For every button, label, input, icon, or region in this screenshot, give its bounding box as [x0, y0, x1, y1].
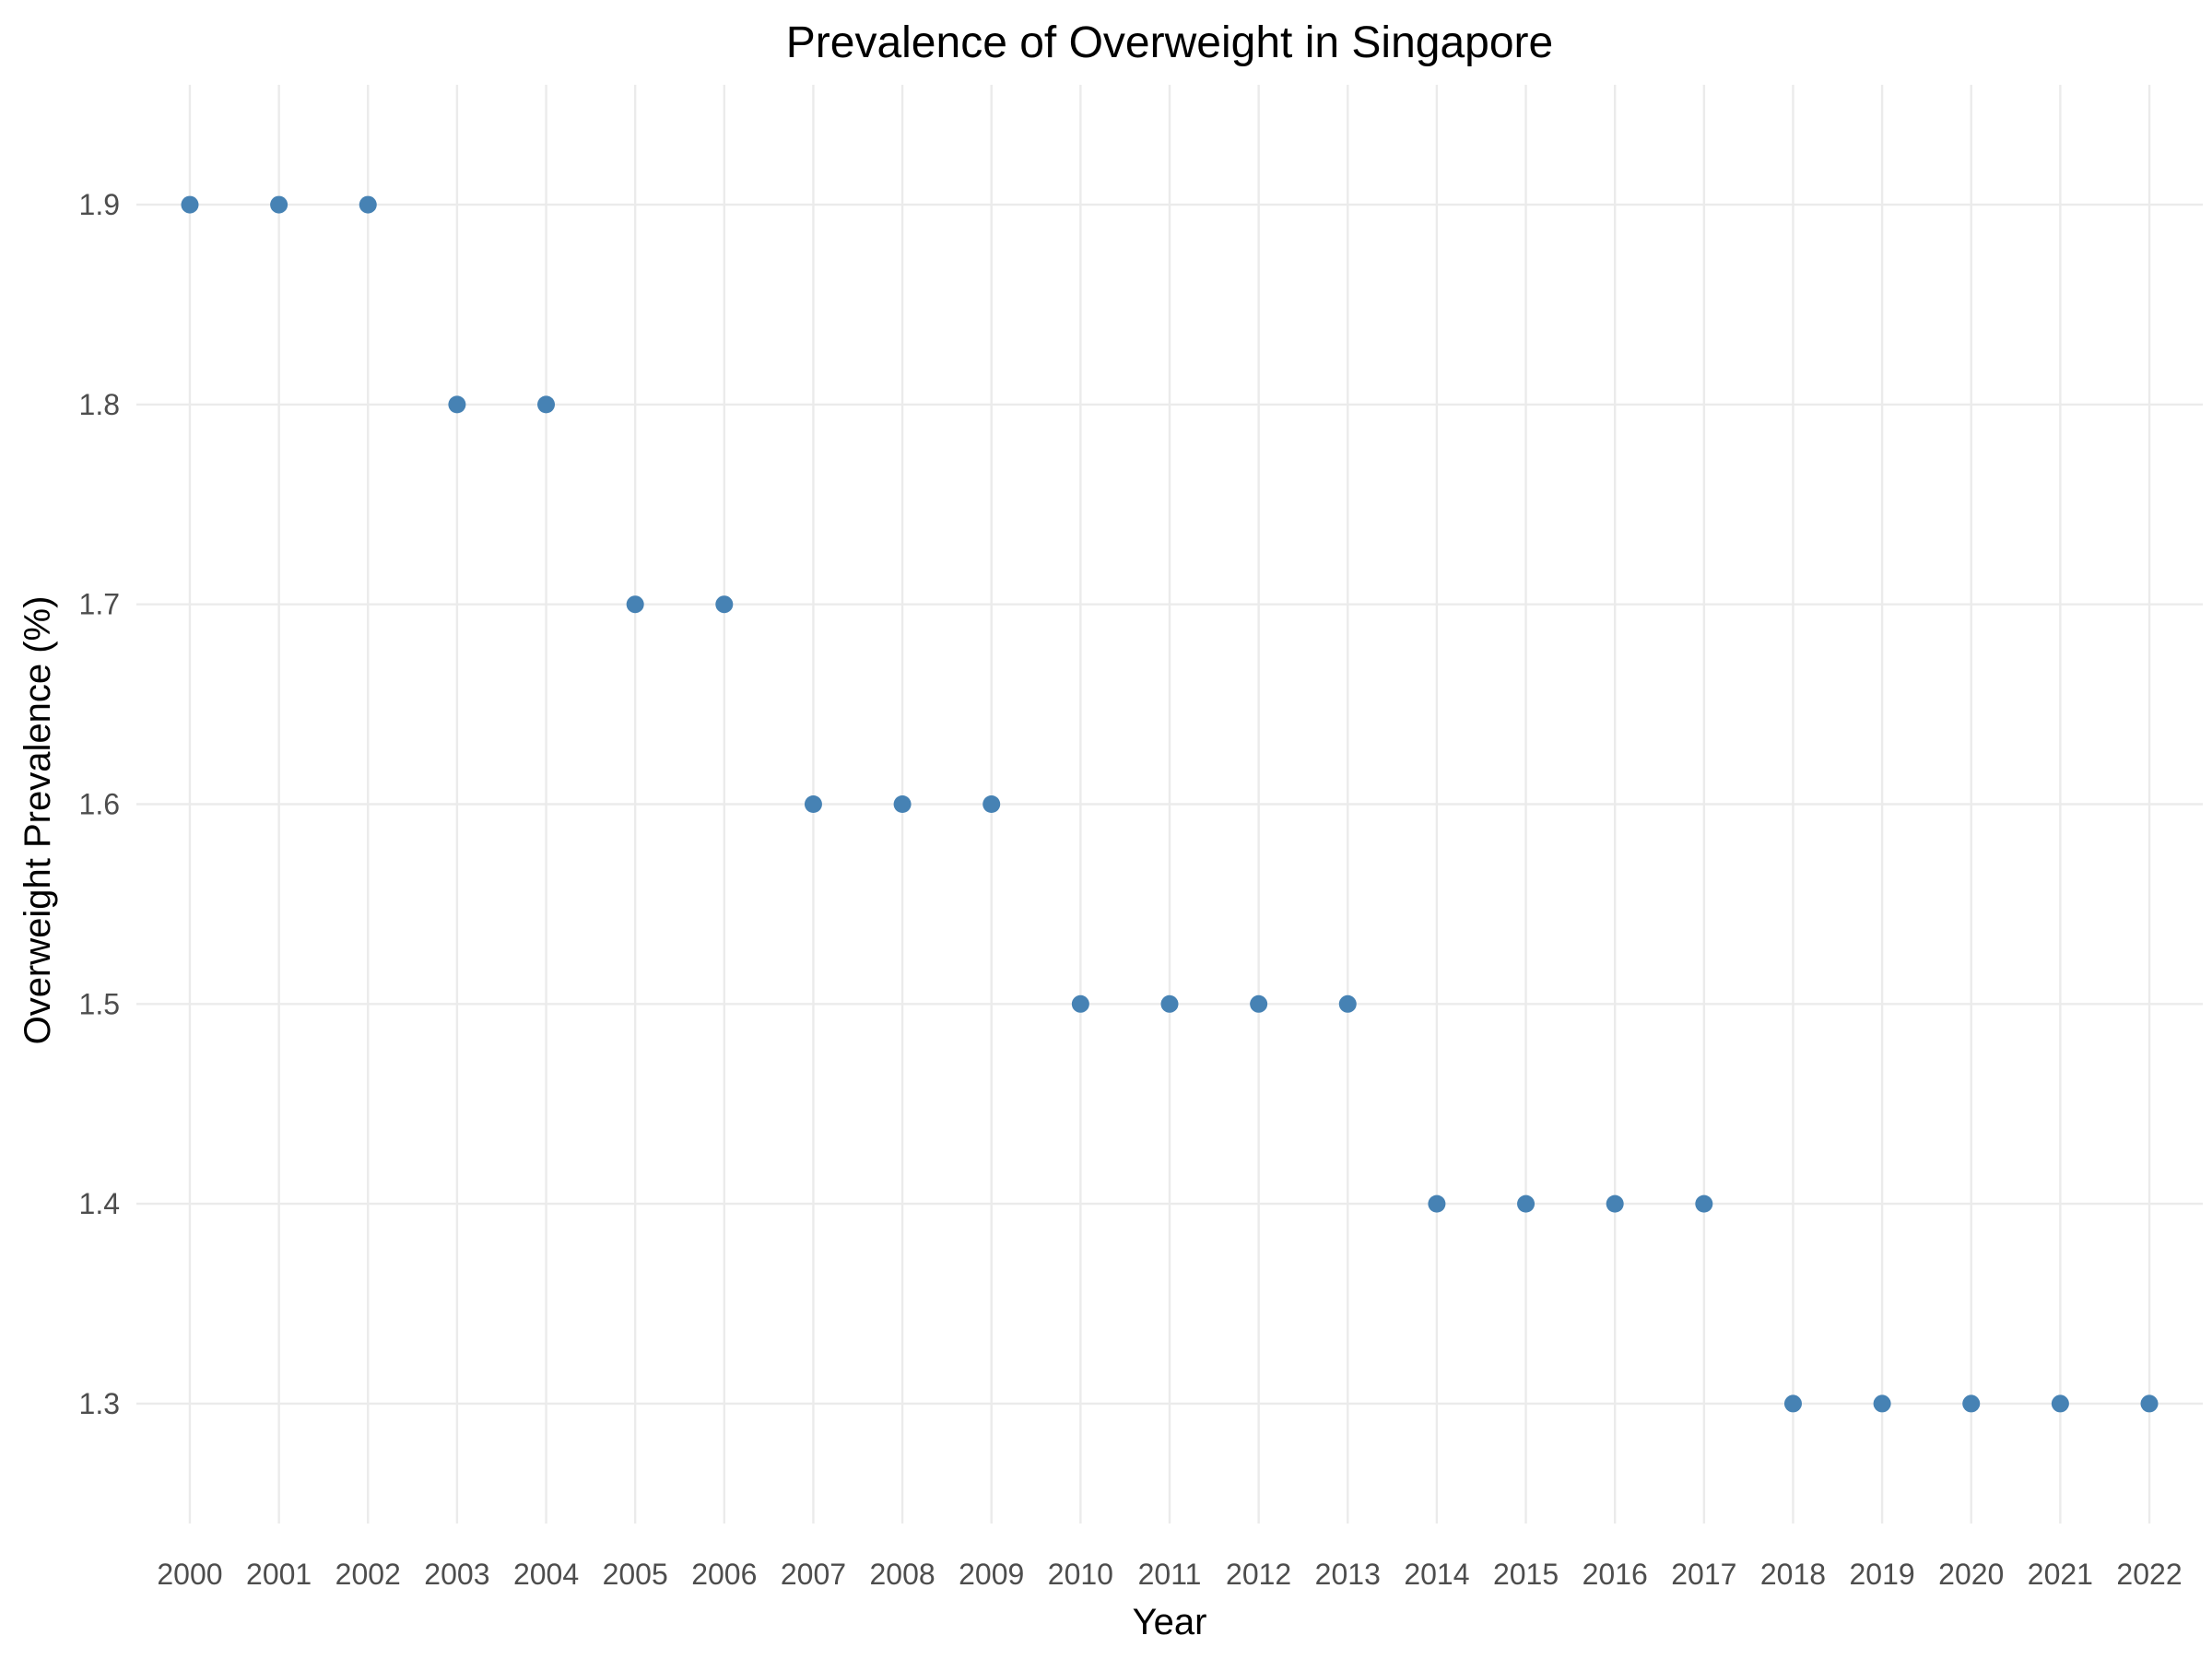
x-axis-tick-labels: 2000 2001 2002 2003 2004 2005 2006 2007 2008 2009…	[157, 1558, 2182, 1591]
x-tick-label: 2021	[2028, 1558, 2093, 1591]
data-point	[181, 195, 199, 214]
x-tick-label: 2005	[603, 1558, 668, 1591]
x-tick-label: 2022	[2116, 1558, 2182, 1591]
x-tick-label: 2014	[1404, 1558, 1469, 1591]
x-tick-label: 2009	[959, 1558, 1024, 1591]
x-tick-label: 2003	[424, 1558, 489, 1591]
data-point	[1517, 1194, 1535, 1213]
data-point	[1338, 994, 1357, 1013]
data-point	[1873, 1394, 1891, 1413]
x-tick-label: 2011	[1138, 1558, 1202, 1591]
y-tick-label: 1.3	[79, 1387, 120, 1420]
data-point	[1962, 1394, 1981, 1413]
x-tick-label: 2012	[1226, 1558, 1291, 1591]
data-point	[537, 395, 556, 414]
data-point	[715, 595, 734, 614]
y-tick-label: 1.8	[79, 388, 120, 421]
data-point	[270, 195, 288, 214]
x-tick-label: 2017	[1671, 1558, 1736, 1591]
data-point	[893, 795, 912, 813]
data-point	[1250, 994, 1268, 1013]
x-tick-label: 2000	[157, 1558, 222, 1591]
data-point	[448, 395, 466, 414]
x-tick-label: 2013	[1315, 1558, 1381, 1591]
x-tick-label: 2002	[335, 1558, 401, 1591]
y-tick-label: 1.4	[79, 1187, 120, 1220]
data-point	[1606, 1194, 1624, 1213]
x-tick-label: 2015	[1493, 1558, 1559, 1591]
y-tick-label: 1.5	[79, 987, 120, 1020]
x-tick-label: 2010	[1048, 1558, 1113, 1591]
data-point	[1695, 1194, 1713, 1213]
chart-title: Prevalence of Overweight in Singapore	[786, 18, 1553, 67]
y-tick-label: 1.7	[79, 588, 120, 621]
x-tick-label: 2001	[246, 1558, 312, 1591]
data-point	[359, 195, 377, 214]
data-point	[804, 795, 822, 813]
x-tick-label: 2016	[1583, 1558, 1648, 1591]
data-point	[2051, 1394, 2069, 1413]
data-point	[2140, 1394, 2159, 1413]
data-point	[1428, 1194, 1446, 1213]
y-axis-title: Overweight Prevalence (%)	[18, 596, 58, 1045]
x-tick-label: 2006	[691, 1558, 757, 1591]
x-tick-label: 2008	[869, 1558, 935, 1591]
x-tick-label: 2018	[1760, 1558, 1826, 1591]
data-point	[1783, 1394, 1802, 1413]
y-axis-tick-labels: 1.3 1.4 1.5 1.6 1.7 1.8 1.9	[79, 188, 120, 1420]
data-point	[1071, 994, 1089, 1013]
y-tick-label: 1.9	[79, 188, 120, 221]
y-tick-label: 1.6	[79, 788, 120, 821]
data-points	[181, 195, 2159, 1413]
x-tick-label: 2007	[781, 1558, 846, 1591]
data-point	[626, 595, 644, 614]
x-tick-label: 2020	[1938, 1558, 2004, 1591]
x-axis-title: Year	[1133, 1602, 1207, 1642]
data-point	[1160, 994, 1179, 1013]
x-tick-label: 2019	[1850, 1558, 1915, 1591]
data-point	[982, 795, 1001, 813]
x-tick-label: 2004	[513, 1558, 579, 1591]
gridlines	[136, 85, 2203, 1524]
